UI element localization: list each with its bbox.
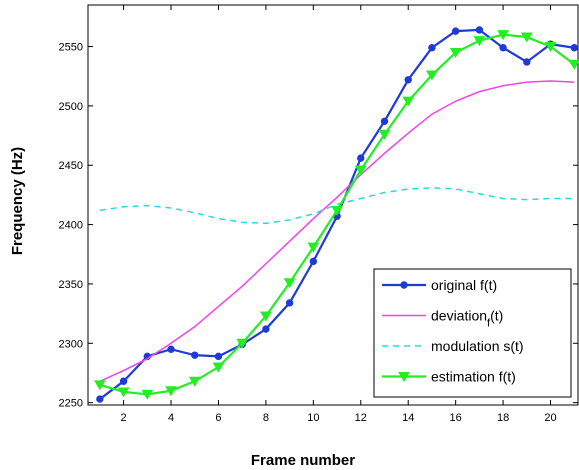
y-tick-label: 2400 <box>59 220 83 232</box>
x-tick-label: 2 <box>121 412 127 424</box>
x-tick-label: 6 <box>215 412 221 424</box>
x-tick-label: 16 <box>450 412 462 424</box>
data-point-original-f-t <box>499 44 507 52</box>
y-tick-label: 2500 <box>59 101 83 113</box>
legend-box <box>373 268 572 398</box>
x-tick-label: 12 <box>355 412 367 424</box>
data-point-estimation-f-t <box>426 70 438 81</box>
data-point-estimation-f-t <box>283 278 296 289</box>
data-point-original-f-t <box>404 76 412 84</box>
data-point-original-f-t <box>523 58 531 66</box>
data-point-estimation-f-t <box>520 32 533 43</box>
data-point-estimation-f-t <box>449 47 462 58</box>
data-point-original-f-t <box>262 325 270 333</box>
data-point-estimation-f-t <box>568 59 579 70</box>
x-tick-label: 14 <box>402 412 414 424</box>
x-tick-label: 20 <box>544 412 556 424</box>
data-point-estimation-f-t <box>497 30 509 41</box>
data-point-original-f-t <box>214 352 223 361</box>
data-point-original-f-t <box>191 351 199 359</box>
data-point-estimation-f-t <box>93 380 106 391</box>
legend-marker-original-f-t <box>400 281 408 289</box>
x-tick-label: 18 <box>497 412 509 424</box>
data-point-original-f-t <box>380 117 389 126</box>
data-point-original-f-t <box>475 26 484 34</box>
y-tick-label: 2250 <box>59 398 83 410</box>
data-point-estimation-f-t <box>354 165 367 176</box>
legend-label-original-f-t: original f(t) <box>431 277 497 293</box>
data-point-estimation-f-t <box>236 338 249 349</box>
x-tick-label: 10 <box>307 412 319 424</box>
data-point-original-f-t <box>309 257 318 266</box>
data-point-original-f-t <box>357 154 365 162</box>
data-point-estimation-f-t <box>165 386 177 397</box>
data-point-original-f-t <box>570 44 578 52</box>
data-point-estimation-f-t <box>331 205 343 216</box>
data-point-estimation-f-t <box>378 129 391 140</box>
x-tick-label: 4 <box>168 412 174 424</box>
plot-frame <box>87 4 579 406</box>
data-point-original-f-t <box>285 299 294 307</box>
data-point-estimation-f-t <box>117 387 130 398</box>
series-line-modulation-s-t <box>99 187 575 225</box>
y-axis-label: Frequency (Hz) <box>9 147 26 255</box>
legend: original f(t)deviationf(t)modulation s(t… <box>373 268 572 398</box>
data-point-estimation-f-t <box>188 376 201 387</box>
data-point-original-f-t <box>119 377 128 385</box>
data-point-original-f-t <box>451 27 460 35</box>
legend-label-estimation-f-t: estimation f(t) <box>431 369 516 385</box>
data-point-estimation-f-t <box>402 96 415 107</box>
data-point-estimation-f-t <box>544 42 557 53</box>
y-tick-label: 2450 <box>59 160 83 172</box>
data-point-estimation-f-t <box>473 36 486 47</box>
data-point-original-f-t <box>428 44 436 52</box>
data-point-estimation-f-t <box>141 389 154 400</box>
series-line-deviation <box>99 80 575 382</box>
data-point-estimation-f-t <box>212 362 225 373</box>
plot-layer: 2 4 6 8 10 12 14 16 18 20 2250 2300 2350 2400 2450 2500… <box>59 4 579 424</box>
data-point-original-f-t <box>167 345 175 353</box>
x-tick-label: 8 <box>263 412 269 424</box>
x-axis-label: Frame number <box>251 452 355 469</box>
y-tick-label: 2300 <box>59 338 83 350</box>
y-tick-label: 2550 <box>59 42 83 54</box>
data-point-original-f-t <box>96 395 104 403</box>
data-point-estimation-f-t <box>260 311 272 322</box>
y-tick-label: 2350 <box>59 279 83 291</box>
legend-marker-estimation-f-t <box>398 372 410 382</box>
legend-label-modulation-s-t: modulation s(t) <box>431 338 524 354</box>
data-point-estimation-f-t <box>307 242 320 253</box>
